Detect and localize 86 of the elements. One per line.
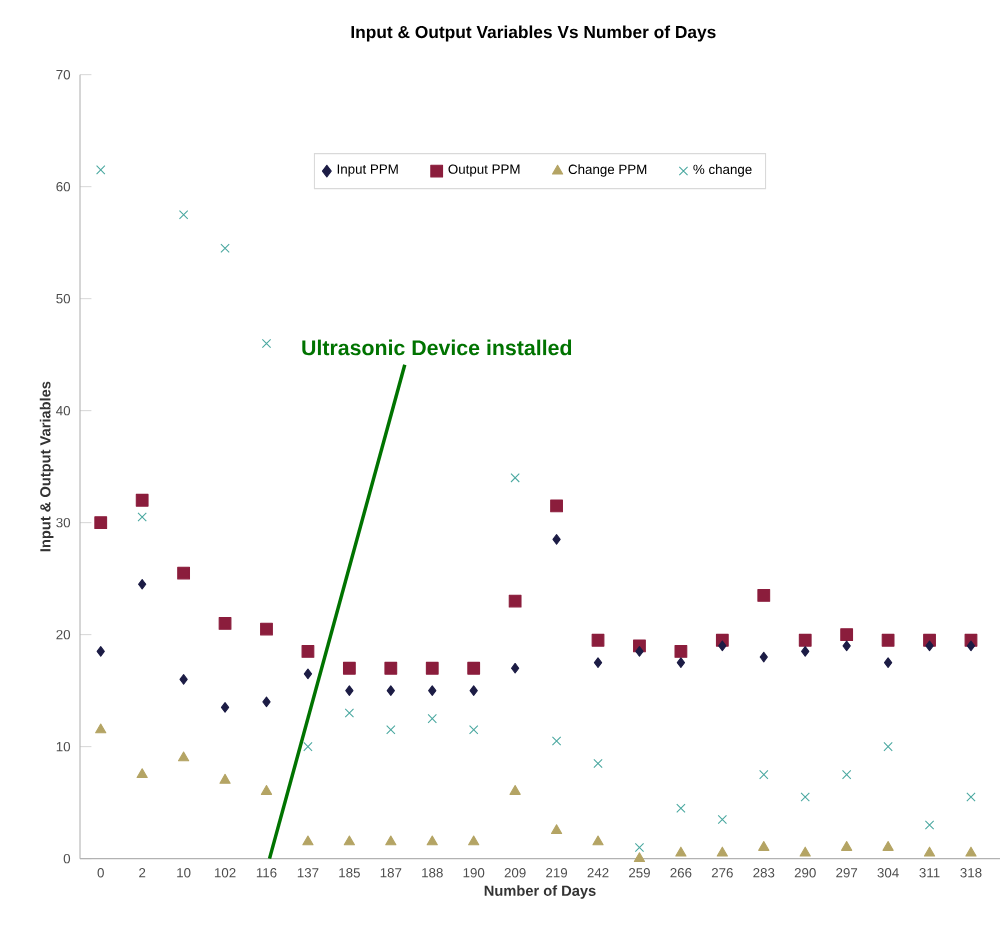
point (345, 685, 354, 696)
point (675, 846, 687, 857)
point (220, 702, 230, 713)
point (342, 661, 356, 675)
point (757, 589, 771, 602)
point (94, 516, 108, 530)
point (467, 661, 481, 675)
point (633, 852, 646, 863)
point (260, 785, 273, 795)
annotation: Ultrasonic Device installed (302, 339, 572, 356)
point (425, 661, 439, 675)
point (468, 835, 480, 846)
point (96, 165, 106, 175)
point (841, 841, 853, 851)
point (469, 685, 478, 696)
point (717, 814, 728, 825)
point (840, 628, 854, 642)
point (510, 473, 520, 483)
point (883, 741, 893, 752)
point (469, 725, 479, 735)
point (550, 824, 563, 835)
point (593, 657, 603, 668)
point (801, 646, 810, 657)
point (509, 785, 521, 795)
point (800, 792, 810, 802)
point (136, 768, 148, 779)
point (676, 803, 686, 813)
point (965, 846, 977, 857)
point (428, 685, 437, 696)
point (96, 646, 105, 657)
point (923, 846, 936, 857)
point (883, 657, 893, 668)
point (427, 713, 437, 724)
point (344, 708, 355, 718)
point (177, 751, 190, 762)
point (218, 617, 232, 630)
point (882, 841, 894, 851)
point (178, 209, 189, 220)
point (386, 725, 396, 735)
point (925, 640, 934, 652)
point (550, 499, 563, 513)
point (302, 835, 314, 846)
point (842, 640, 851, 652)
point (384, 661, 398, 675)
point (510, 662, 520, 674)
point (385, 835, 397, 846)
point (966, 792, 976, 802)
point (343, 835, 355, 846)
chart-title: Input & Output Variables Vs Number of Days (351, 25, 716, 42)
point (508, 594, 522, 608)
point (966, 640, 976, 652)
point (137, 512, 147, 522)
point (426, 835, 438, 846)
point (260, 622, 273, 636)
point (759, 651, 768, 663)
point (179, 674, 188, 685)
point (261, 338, 272, 349)
point (386, 685, 395, 696)
point (262, 696, 271, 708)
point (593, 758, 603, 769)
point (592, 835, 604, 846)
point (758, 841, 770, 851)
point (674, 645, 688, 658)
point (924, 820, 935, 830)
point (95, 723, 107, 734)
point (303, 668, 313, 680)
point (759, 769, 769, 780)
point (551, 736, 562, 746)
point (303, 741, 313, 752)
point (634, 842, 645, 853)
point (301, 645, 315, 658)
point (676, 657, 686, 668)
point (220, 243, 230, 253)
point (591, 633, 605, 647)
point (798, 633, 812, 647)
point (135, 493, 149, 507)
point (219, 773, 231, 784)
point (177, 566, 191, 580)
point (881, 633, 895, 647)
point (138, 578, 147, 590)
point (718, 640, 727, 652)
point (841, 769, 852, 780)
point (716, 846, 728, 857)
point (799, 846, 811, 857)
point (552, 534, 561, 545)
point (635, 646, 644, 657)
